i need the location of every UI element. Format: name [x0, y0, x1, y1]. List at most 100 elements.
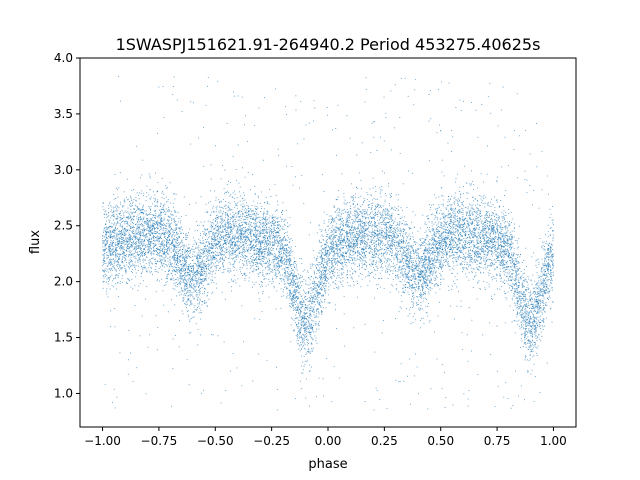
- data-point: [395, 225, 397, 226]
- data-point: [348, 214, 350, 215]
- data-point: [506, 221, 508, 223]
- data-point: [383, 223, 385, 225]
- data-point: [337, 249, 338, 251]
- data-point: [322, 260, 324, 262]
- data-point: [321, 288, 323, 290]
- data-point: [256, 235, 258, 237]
- data-point: [482, 245, 484, 247]
- data-point: [425, 256, 427, 258]
- data-point: [546, 249, 548, 251]
- data-point: [506, 250, 508, 252]
- data-point: [372, 217, 374, 219]
- data-point: [220, 218, 222, 220]
- data-point: [332, 219, 333, 221]
- data-point: [531, 324, 533, 326]
- data-point: [260, 224, 262, 226]
- data-point: [217, 229, 219, 231]
- data-point: [263, 213, 265, 214]
- data-point: [289, 258, 291, 260]
- data-point: [119, 211, 121, 213]
- data-point: [411, 301, 412, 303]
- data-point: [229, 221, 231, 223]
- data-point: [438, 247, 440, 249]
- data-point: [536, 312, 538, 314]
- data-point: [161, 241, 163, 243]
- data-point: [400, 223, 402, 225]
- data-point: [544, 311, 546, 313]
- data-point: [192, 292, 194, 294]
- data-point: [216, 251, 218, 253]
- data-point: [296, 325, 298, 327]
- data-point: [302, 316, 304, 318]
- data-point: [141, 254, 143, 256]
- data-point: [444, 241, 446, 243]
- data-point: [456, 261, 458, 262]
- data-point: [130, 202, 131, 204]
- data-point: [420, 296, 422, 298]
- data-point: [396, 241, 398, 243]
- data-point: [453, 197, 455, 199]
- data-point: [179, 259, 181, 261]
- data-point: [420, 293, 422, 295]
- data-point: [503, 264, 505, 266]
- data-point: [162, 220, 164, 222]
- data-point: [520, 309, 522, 311]
- data-point: [348, 262, 350, 264]
- data-point: [385, 251, 387, 253]
- data-point: [500, 224, 502, 226]
- data-point: [409, 255, 411, 257]
- data-point: [377, 250, 379, 252]
- data-point: [440, 265, 442, 267]
- data-point: [358, 231, 360, 233]
- data-point: [307, 305, 309, 307]
- data-point: [335, 309, 336, 311]
- data-point: [174, 239, 176, 241]
- data-point: [299, 312, 301, 314]
- data-point: [390, 231, 392, 233]
- data-point: [290, 238, 292, 240]
- data-point: [266, 255, 268, 257]
- data-point: [511, 246, 513, 248]
- data-point: [511, 299, 513, 301]
- data-point: [407, 275, 409, 277]
- data-point: [350, 285, 352, 287]
- data-point: [444, 237, 446, 239]
- data-point: [269, 251, 271, 253]
- data-point: [143, 192, 145, 194]
- data-point: [333, 246, 335, 248]
- data-point: [176, 231, 178, 233]
- data-point: [211, 236, 213, 237]
- data-point: [347, 213, 349, 215]
- data-point: [172, 245, 174, 247]
- data-point: [538, 308, 540, 310]
- data-point: [458, 246, 460, 248]
- data-point: [284, 286, 285, 288]
- data-point: [117, 235, 119, 237]
- data-point: [336, 269, 338, 270]
- data-point: [207, 257, 209, 259]
- data-point: [461, 224, 463, 226]
- data-point: [148, 251, 150, 252]
- data-point: [137, 261, 139, 263]
- data-point: [495, 214, 497, 216]
- data-point: [519, 306, 521, 308]
- data-point: [160, 211, 162, 213]
- data-point: [404, 261, 406, 263]
- data-point: [220, 402, 222, 404]
- data-point: [198, 254, 200, 256]
- data-point: [266, 213, 268, 215]
- data-point: [463, 100, 464, 102]
- data-point: [216, 287, 218, 289]
- data-point: [531, 369, 533, 371]
- data-point: [125, 271, 127, 273]
- data-point: [333, 229, 335, 231]
- data-point: [497, 256, 499, 258]
- data-point: [263, 262, 265, 264]
- data-point: [357, 212, 359, 214]
- data-point: [108, 232, 110, 234]
- data-point: [109, 253, 111, 255]
- data-point: [375, 284, 377, 286]
- data-point: [538, 207, 540, 209]
- data-point: [425, 274, 426, 276]
- data-point: [522, 313, 524, 315]
